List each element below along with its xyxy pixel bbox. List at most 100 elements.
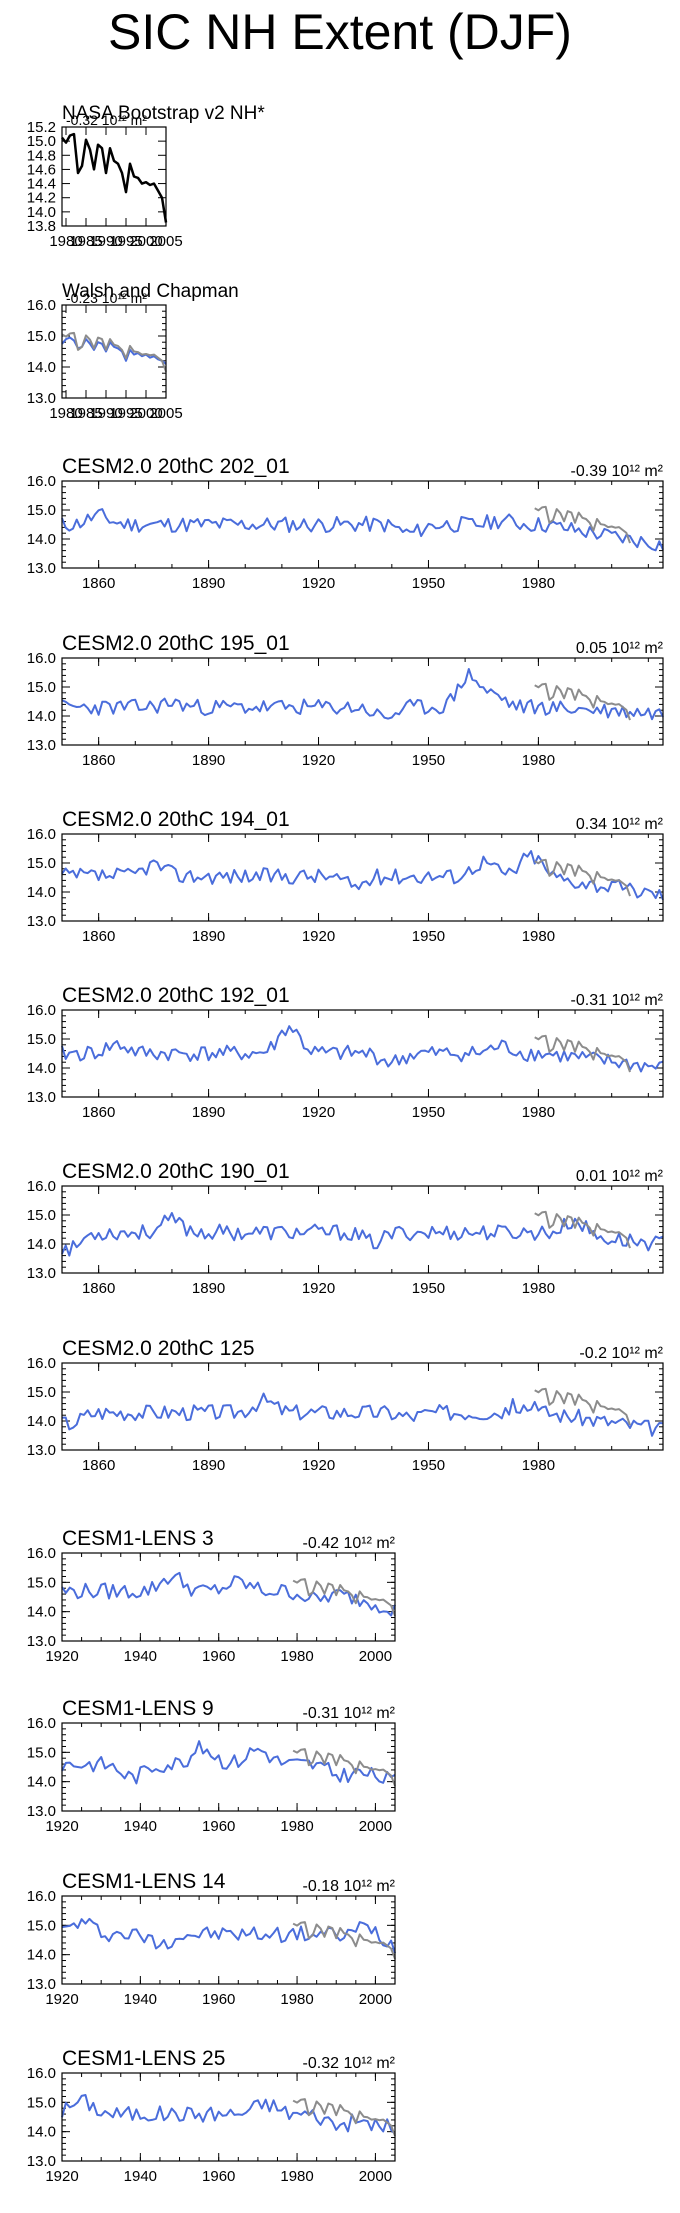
y-tick-label: 15.0	[27, 133, 56, 150]
chart-title: NASA Bootstrap v2 NH*	[62, 103, 265, 124]
chart-panel-11: CESM1-LENS 14 -0.18 10¹² m² 13.0 14.0 15.0 16…	[27, 1870, 396, 2008]
series-line-primary	[61, 1392, 664, 1437]
x-tick-label: 1920	[302, 752, 335, 769]
series-line-observed	[292, 1748, 396, 1787]
series-line-observed	[292, 1578, 396, 1617]
x-tick-label: 1920	[302, 1457, 335, 1474]
y-tick-label: 16.0	[27, 1002, 56, 1019]
series-line-primary	[61, 668, 664, 721]
chart-title: CESM2.0 20thC 202_01	[62, 455, 290, 478]
y-tick-label: 14.0	[27, 1413, 56, 1430]
x-tick-label: 1985	[69, 233, 102, 250]
series-line-primary	[61, 1025, 664, 1073]
y-tick-label: 14.0	[27, 1947, 56, 1964]
trend-label: 0.05 10¹² m²	[576, 640, 664, 657]
x-tick-label: 1980	[49, 405, 82, 422]
x-tick-label: 1920	[45, 2168, 78, 2185]
y-tick-label: 14.4	[27, 176, 56, 193]
y-tick-label: 13.0	[27, 1442, 56, 1459]
chart-title: CESM2.0 20thC 192_01	[62, 984, 290, 1007]
trend-label: -0.32 10¹² m²	[303, 2055, 396, 2072]
y-tick-label: 15.0	[27, 1384, 56, 1401]
y-tick-label: 15.0	[27, 1917, 56, 1934]
series-line-observed	[534, 505, 631, 544]
x-tick-label: 1920	[45, 1991, 78, 2008]
x-tick-label: 1860	[82, 575, 115, 592]
y-tick-label: 14.6	[27, 161, 56, 178]
plot-frame	[61, 126, 167, 227]
x-tick-label: 1940	[124, 2168, 157, 2185]
x-tick-label: 1890	[192, 1280, 225, 1297]
chart-title: CESM1-LENS 25	[62, 2047, 225, 2070]
series-line-observed	[292, 2098, 396, 2137]
series-line-primary	[61, 1740, 396, 1785]
y-tick-label: 16.0	[27, 473, 56, 490]
y-tick-label: 14.0	[27, 1604, 56, 1621]
x-tick-label: 1940	[124, 1991, 157, 2008]
chart-title: Walsh and Chapman	[62, 281, 239, 302]
y-tick-label: 13.0	[27, 390, 56, 407]
y-tick-label: 13.0	[27, 1089, 56, 1106]
series-line-primary	[61, 508, 664, 552]
y-tick-label: 14.8	[27, 147, 56, 164]
series-line-observed	[61, 331, 167, 373]
x-tick-label: 1980	[522, 928, 555, 945]
series-line-primary	[61, 1917, 396, 1954]
y-tick-label: 13.0	[27, 1976, 56, 1993]
x-tick-label: 1980	[280, 1648, 313, 1665]
x-tick-label: 2005	[149, 233, 182, 250]
x-tick-label: 2000	[129, 405, 162, 422]
y-tick-label: 14.0	[27, 2124, 56, 2141]
y-tick-label: 13.0	[27, 2153, 56, 2170]
x-tick-label: 1980	[522, 1280, 555, 1297]
plot-frame	[61, 1552, 396, 1642]
chart-panel-4: CESM2.0 20thC 195_01 0.05 10¹² m² 13.0 14.0…	[27, 632, 664, 769]
plot-frame	[61, 1009, 664, 1098]
trend-label: -0.18 10¹² m²	[303, 1878, 396, 1895]
trend-label: -0.42 10¹² m²	[303, 1535, 396, 1552]
chart-panel-8: CESM2.0 20thC 125 -0.2 10¹² m² 13.0 14.0 15.…	[27, 1337, 664, 1474]
y-tick-label: 13.0	[27, 1633, 56, 1650]
trend-label: -0.39 10¹² m²	[571, 463, 664, 480]
trend-label: -0.2 10¹² m²	[579, 1345, 663, 1362]
plot-frame	[61, 1722, 396, 1812]
plot-frame	[61, 1362, 664, 1451]
x-tick-label: 1950	[412, 1104, 445, 1121]
x-tick-label: 1860	[82, 752, 115, 769]
x-tick-label: 1980	[280, 1818, 313, 1835]
y-tick-label: 16.0	[27, 826, 56, 843]
y-tick-label: 13.0	[27, 913, 56, 930]
y-tick-label: 15.0	[27, 679, 56, 696]
plot-frame	[61, 2072, 396, 2162]
x-tick-label: 1950	[412, 928, 445, 945]
x-tick-label: 1920	[302, 1280, 335, 1297]
plot-frame	[61, 657, 664, 746]
x-tick-label: 1950	[412, 1457, 445, 1474]
y-tick-label: 14.0	[27, 884, 56, 901]
chart-title: CESM1-LENS 14	[62, 1870, 226, 1893]
x-tick-label: 1995	[109, 405, 142, 422]
y-tick-label: 16.0	[27, 1545, 56, 1562]
x-tick-label: 1940	[124, 1648, 157, 1665]
chart-panel-3: CESM2.0 20thC 202_01 -0.39 10¹² m² 13.0 14.…	[27, 455, 664, 592]
x-tick-label: 2000	[129, 233, 162, 250]
x-tick-label: 1860	[82, 1104, 115, 1121]
trend-label: 0.34 10¹² m²	[576, 816, 664, 833]
x-tick-label: 1960	[202, 1991, 235, 2008]
series-line-primary	[61, 132, 168, 223]
y-tick-label: 14.0	[27, 1236, 56, 1253]
y-tick-label: 15.0	[27, 502, 56, 519]
series-line-observed	[534, 858, 631, 897]
chart-title: CESM1-LENS 3	[62, 1527, 214, 1550]
chart-title: CESM2.0 20thC 190_01	[62, 1160, 290, 1183]
x-tick-label: 1940	[124, 1818, 157, 1835]
y-tick-label: 15.0	[27, 855, 56, 872]
chart-panel-7: CESM2.0 20thC 190_01 0.01 10¹² m² 13.0 14.0…	[27, 1160, 664, 1297]
trend-label: -0.32 10¹² m²	[66, 112, 147, 128]
x-tick-label: 1920	[302, 928, 335, 945]
x-tick-label: 1960	[202, 1818, 235, 1835]
x-tick-label: 1980	[522, 752, 555, 769]
chart-panel-12: CESM1-LENS 25 -0.32 10¹² m² 13.0 14.0 15.0 16…	[27, 2047, 396, 2185]
x-tick-label: 1860	[82, 928, 115, 945]
trend-label: -0.31 10¹² m²	[571, 992, 664, 1009]
